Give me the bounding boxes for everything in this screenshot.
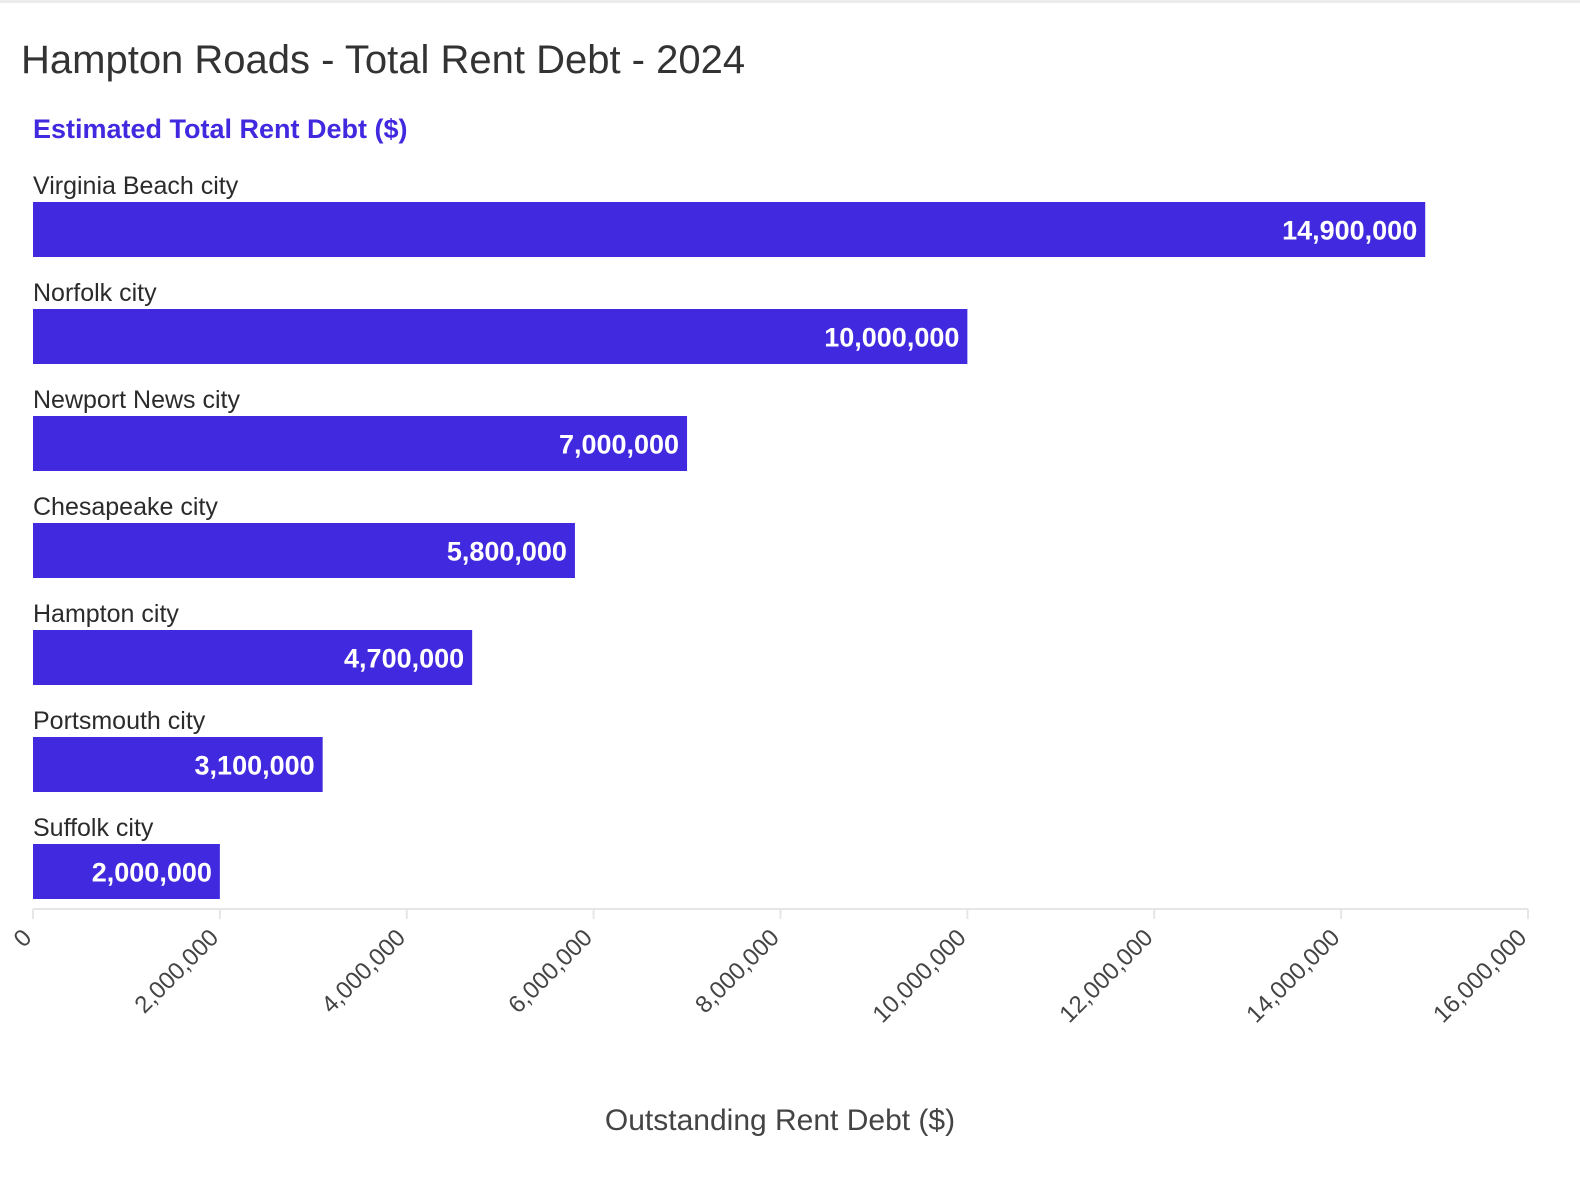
- category-label: Chesapeake city: [33, 493, 218, 521]
- x-tick-label: 6,000,000: [503, 924, 598, 1019]
- x-tick-label: 8,000,000: [690, 924, 785, 1019]
- category-label: Hampton city: [33, 600, 179, 628]
- bar-value-label: 7,000,000: [559, 430, 679, 460]
- bar: [33, 844, 220, 899]
- bars-group: Virginia Beach city 14,900,000 Norfolk cit…: [33, 172, 1426, 899]
- chart-title: Hampton Roads - Total Rent Debt - 2024: [21, 38, 746, 82]
- x-axis-title: Outstanding Rent Debt ($): [605, 1104, 955, 1137]
- bar-value-label: 10,000,000: [824, 323, 959, 353]
- category-label: Suffolk city: [33, 814, 154, 842]
- x-tick-label: 4,000,000: [316, 924, 411, 1019]
- x-tick-label: 2,000,000: [130, 924, 225, 1019]
- bar: [33, 416, 688, 471]
- x-tick-label: 12,000,000: [1054, 924, 1158, 1028]
- bar: [33, 737, 323, 792]
- bar: [33, 202, 1426, 257]
- top-divider: [0, 0, 1580, 3]
- bar-value-label: 14,900,000: [1282, 216, 1417, 246]
- bar: [33, 309, 968, 364]
- bar-value-label: 4,700,000: [344, 644, 464, 674]
- x-tick-label: 0: [9, 924, 38, 953]
- category-label: Norfolk city: [33, 279, 157, 307]
- series-legend-label: Estimated Total Rent Debt ($): [33, 114, 408, 144]
- x-tick-label: 10,000,000: [868, 924, 972, 1028]
- category-label: Virginia Beach city: [33, 172, 239, 200]
- category-label: Newport News city: [33, 386, 240, 414]
- category-label: Portsmouth city: [33, 707, 206, 735]
- bar-value-label: 2,000,000: [92, 858, 212, 888]
- x-tick-label: 16,000,000: [1428, 924, 1532, 1028]
- bar: [33, 523, 575, 578]
- bar-value-label: 3,100,000: [195, 751, 315, 781]
- x-tick-label: 14,000,000: [1241, 924, 1345, 1028]
- bar-value-label: 5,800,000: [447, 537, 567, 567]
- x-axis: 0 2,000,000 4,000,000 6,000,000 8,000,000 10,…: [9, 908, 1532, 1028]
- bar: [33, 630, 473, 685]
